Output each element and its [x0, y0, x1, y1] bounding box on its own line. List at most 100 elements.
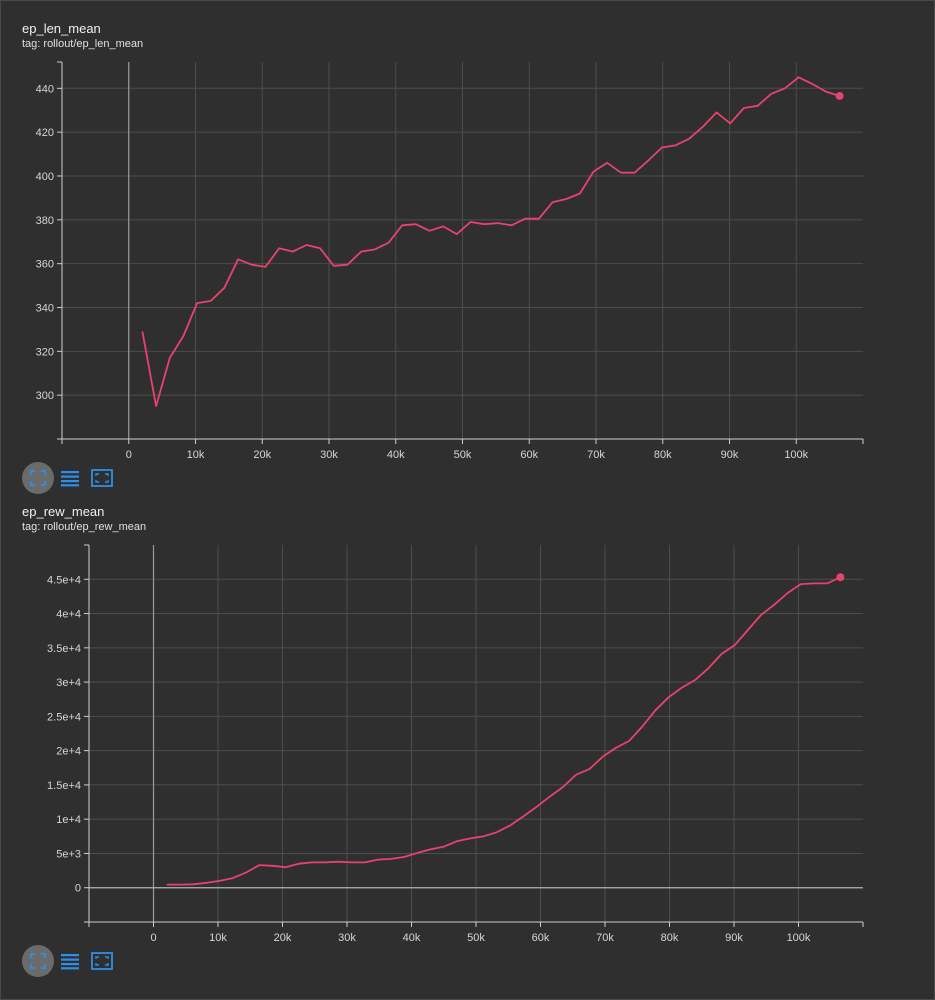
series-point — [166, 884, 168, 886]
series-point — [324, 861, 326, 863]
series-point — [620, 172, 622, 174]
series-point — [210, 300, 212, 302]
y-tick-label: 360 — [36, 259, 54, 271]
series-point — [668, 696, 670, 698]
y-tick-label: 1e+4 — [56, 814, 81, 826]
series-point — [773, 604, 775, 606]
x-tick-label: 100k — [787, 932, 811, 943]
series-point — [219, 880, 221, 882]
series-point — [205, 882, 207, 884]
series-point — [346, 264, 348, 266]
series-point — [292, 251, 294, 253]
series-point — [387, 242, 389, 244]
series-point — [364, 861, 366, 863]
chart-plot-ep-rew-mean[interactable]: 0 10k 20k 30k 40k 50k 60k 70k 80k 90k 100k 0 5e+3 1e+… — [0, 483, 935, 943]
series-point — [258, 864, 260, 866]
y-tick-label: 2.5e+4 — [47, 711, 81, 723]
series-point — [562, 786, 564, 788]
x-tick-label: 100k — [784, 449, 808, 460]
series-point — [278, 247, 280, 249]
chart-title: ep_len_mean — [22, 21, 101, 36]
series-point — [634, 172, 636, 174]
series-point — [196, 302, 198, 304]
y-tick-label: 300 — [36, 390, 54, 402]
series-point — [351, 861, 353, 863]
chart-plot-ep-len-mean[interactable]: 0 10k 20k 30k 40k 50k 60k 70k 80k 90k 100k 300 320 34… — [0, 0, 935, 460]
series-point — [483, 835, 485, 837]
series-point — [721, 653, 723, 655]
fullscreen-icon — [30, 953, 46, 969]
x-tick-label: 10k — [209, 932, 227, 943]
fullscreen-button[interactable] — [22, 462, 54, 494]
series-point — [305, 244, 307, 246]
y-tick-label: 2e+4 — [56, 746, 81, 758]
series-point — [593, 171, 595, 173]
series-point — [337, 861, 339, 863]
series-point — [333, 265, 335, 267]
series-point — [565, 198, 567, 200]
series-point — [169, 357, 171, 359]
series-point — [647, 160, 649, 162]
series-point — [628, 740, 630, 742]
y-tick-label: 400 — [36, 171, 54, 183]
x-tick-label: 90k — [725, 932, 743, 943]
series-point — [826, 582, 828, 584]
x-tick-label: 30k — [338, 932, 356, 943]
x-tick-label: 0 — [150, 932, 156, 943]
x-tick-label: 0 — [126, 449, 132, 460]
y-tick-label: 5e+3 — [56, 848, 81, 860]
y-tick-label: 4e+4 — [56, 609, 81, 621]
series-point — [285, 866, 287, 868]
series-point — [615, 747, 617, 749]
series-point — [575, 774, 577, 776]
series-point — [579, 193, 581, 195]
toggle-list-button[interactable] — [54, 462, 86, 494]
series-point — [688, 138, 690, 140]
x-tick-label: 50k — [467, 932, 485, 943]
series-point — [374, 248, 376, 250]
series-last-point-marker — [835, 91, 844, 100]
series-point — [588, 768, 590, 770]
series-point — [770, 93, 772, 95]
series-point — [442, 225, 444, 227]
series-point — [311, 861, 313, 863]
series-point — [536, 806, 538, 808]
series-point — [702, 126, 704, 128]
fullscreen-button[interactable] — [22, 945, 54, 977]
series-point — [743, 107, 745, 109]
chart-toolbar — [22, 945, 118, 977]
series-point — [417, 852, 419, 854]
series-point — [511, 224, 513, 226]
series-point — [271, 865, 273, 867]
fit-domain-icon — [91, 469, 113, 487]
x-tick-label: 70k — [596, 932, 614, 943]
series-point — [522, 815, 524, 817]
series-point — [319, 247, 321, 249]
x-tick-label: 10k — [187, 449, 205, 460]
y-tick-label: 380 — [36, 215, 54, 227]
series-point — [298, 863, 300, 865]
series-point — [251, 264, 253, 266]
y-tick-label: 3e+4 — [56, 677, 81, 689]
series-point — [681, 687, 683, 689]
fit-domain-button[interactable] — [86, 945, 118, 977]
series-point — [729, 122, 731, 124]
x-tick-label: 20k — [274, 932, 292, 943]
series-point — [716, 111, 718, 113]
series-point — [443, 846, 445, 848]
y-tick-label: 0 — [75, 883, 81, 895]
x-tick-label: 50k — [454, 449, 472, 460]
series-line — [166, 576, 841, 886]
fullscreen-icon — [30, 470, 46, 486]
series-point — [232, 877, 234, 879]
x-tick-label: 20k — [253, 449, 271, 460]
list-icon — [61, 954, 79, 970]
toggle-list-button[interactable] — [54, 945, 86, 977]
chart-tag: tag: rollout/ep_len_mean — [22, 38, 144, 50]
series-point — [401, 224, 403, 226]
y-tick-label: 320 — [36, 346, 54, 358]
series-point — [549, 796, 551, 798]
series-point — [707, 667, 709, 669]
chart-toolbar — [22, 462, 118, 494]
fit-domain-button[interactable] — [86, 462, 118, 494]
